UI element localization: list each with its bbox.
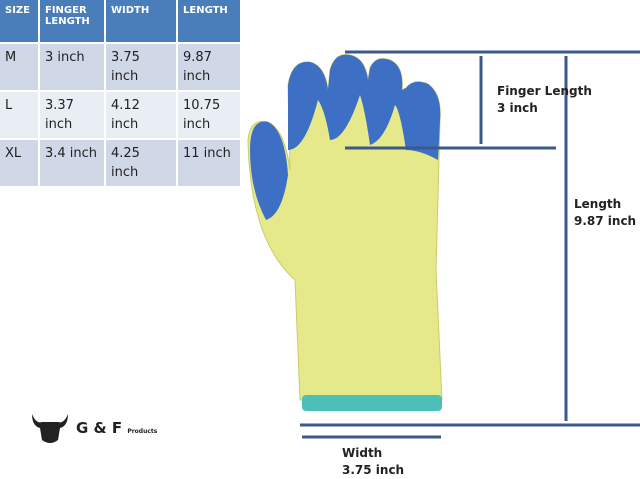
length-annotation: Length 9.87 inch [574,197,637,228]
cell-length: 11 inch [177,138,242,186]
cell-length: 9.87 inch [177,42,242,91]
brand-logo: G & F Products [30,410,157,446]
cell-length: 10.75 inch [177,90,242,139]
header-length: LENGTH [177,0,242,43]
cell-width: 4.12 inch [105,90,178,139]
cell-finger: 3 inch [39,42,106,91]
header-width: WIDTH [105,0,178,43]
cell-width: 4.25 inch [105,138,178,186]
header-finger: FINGER LENGTH [39,0,106,43]
cell-size: XL [0,138,40,186]
glove-image [247,54,443,411]
cell-width: 3.75 inch [105,42,178,91]
cell-size: M [0,42,40,91]
cell-size: L [0,90,40,139]
cell-finger: 3.37 inch [39,90,106,139]
width-annotation: Width 3.75 inch [342,446,405,477]
finger-annotation: Finger Length 3 inch [497,84,592,115]
header-size: SIZE [0,0,40,43]
table-row: XL 3.4 inch 4.25 inch 11 inch [0,138,242,186]
cell-finger: 3.4 inch [39,138,106,186]
table-row: L 3.37 inch 4.12 inch 10.75 inch [0,90,242,139]
bull-icon [32,414,68,443]
